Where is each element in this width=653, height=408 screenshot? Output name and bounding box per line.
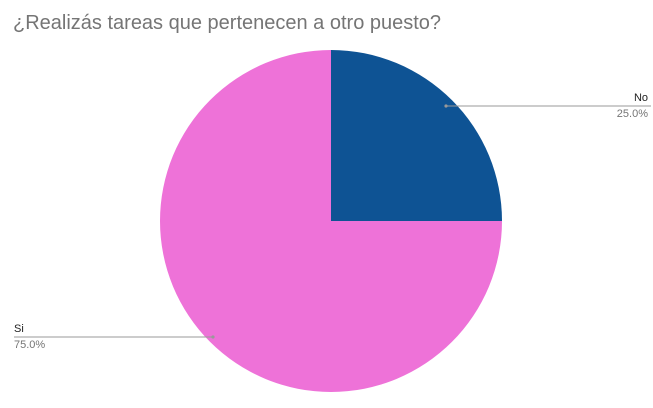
chart-title: ¿Realizás tareas que pertenecen a otro p… xyxy=(13,12,442,34)
leader-dot-no xyxy=(444,104,448,108)
pie-slice-si xyxy=(160,50,502,392)
pie-slices xyxy=(160,50,502,392)
slice-percent-si: 75.0% xyxy=(14,339,45,351)
slice-label-no: No xyxy=(634,92,648,104)
pie-slice-no xyxy=(331,50,502,221)
leader-dot-si xyxy=(211,335,215,339)
pie-labels: No 25.0% Si 75.0% xyxy=(14,92,651,351)
slice-percent-no: 25.0% xyxy=(617,108,648,120)
slice-label-si: Si xyxy=(14,323,24,335)
